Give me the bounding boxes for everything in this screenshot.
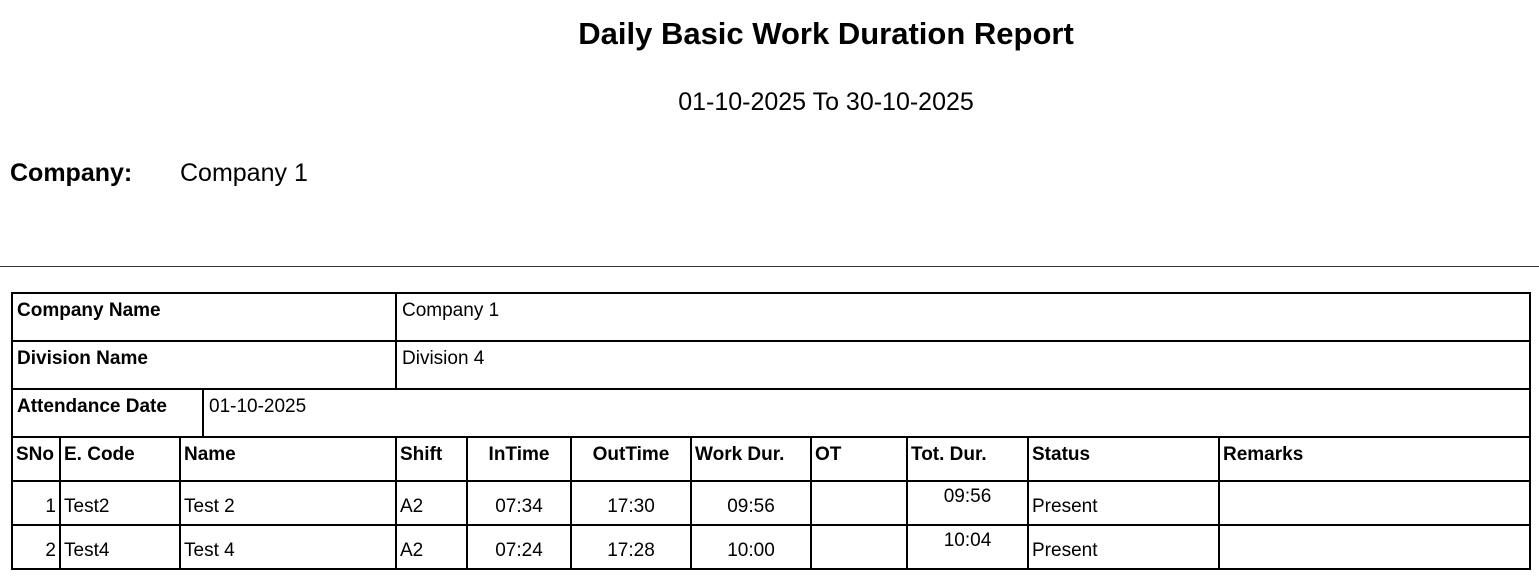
cell-work-dur: 10:00: [690, 524, 812, 570]
header-name: Name: [179, 436, 397, 482]
header-out-time: OutTime: [570, 436, 692, 482]
header-sno: SNo: [11, 436, 61, 482]
header-ot: OT: [810, 436, 908, 482]
cell-remarks: [1218, 480, 1531, 526]
attendance-date-label: Attendance Date: [17, 396, 167, 417]
header-e-code: E. Code: [59, 436, 181, 482]
cell-divider: [202, 390, 204, 436]
cell-out-time: 17:28: [570, 524, 692, 570]
divider: [0, 266, 1539, 267]
cell-sno: 2: [11, 524, 61, 570]
division-name-label: Division Name: [17, 348, 148, 369]
header-work-dur: Work Dur.: [690, 436, 812, 482]
report-title: Daily Basic Work Duration Report: [578, 16, 1074, 51]
attendance-date-row: Attendance Date 01-10-2025: [11, 388, 1531, 436]
cell-tot-dur: 10:04: [906, 524, 1029, 570]
attendance-table: SNo E. Code Name Shift InTime OutTime Work Dur…: [11, 436, 1531, 570]
header-shift: Shift: [395, 436, 468, 482]
header-remarks: Remarks: [1218, 436, 1531, 482]
header-in-time: InTime: [466, 436, 572, 482]
cell-e-code: Test2: [59, 480, 181, 526]
cell-work-dur: 09:56: [690, 480, 812, 526]
cell-in-time: 07:34: [466, 480, 572, 526]
cell-divider: [395, 294, 397, 340]
company-name-row: Company Name Company 1: [11, 292, 1531, 340]
table-row: 1 Test2 Test 2 A2 07:34 17:30 09:56 09:56 Presen…: [11, 480, 1531, 526]
cell-name: Test 4: [179, 524, 397, 570]
cell-sno: 1: [11, 480, 61, 526]
header-status: Status: [1027, 436, 1220, 482]
company-value: Company 1: [180, 159, 308, 187]
company-name-label: Company Name: [17, 300, 161, 321]
cell-out-time: 17:30: [570, 480, 692, 526]
cell-e-code: Test4: [59, 524, 181, 570]
cell-remarks: [1218, 524, 1531, 570]
cell-name: Test 2: [179, 480, 397, 526]
cell-status: Present: [1027, 524, 1220, 570]
date-range: 01-10-2025 To 30-10-2025: [678, 88, 974, 116]
company-label: Company:: [10, 159, 133, 187]
cell-in-time: 07:24: [466, 524, 572, 570]
cell-tot-dur: 09:56: [906, 480, 1029, 526]
header-tot-dur: Tot. Dur.: [906, 436, 1029, 482]
cell-shift: A2: [395, 480, 468, 526]
table-row: 2 Test4 Test 4 A2 07:24 17:28 10:00 10:04 Presen…: [11, 524, 1531, 570]
company-name-value: Company 1: [402, 300, 500, 321]
cell-shift: A2: [395, 524, 468, 570]
cell-ot: [810, 480, 908, 526]
attendance-date-value: 01-10-2025: [209, 396, 307, 417]
cell-ot: [810, 524, 908, 570]
cell-divider: [395, 342, 397, 388]
cell-status: Present: [1027, 480, 1220, 526]
division-name-row: Division Name Division 4: [11, 340, 1531, 388]
header-row: SNo E. Code Name Shift InTime OutTime Work Dur…: [11, 436, 1531, 482]
division-name-value: Division 4: [402, 348, 485, 369]
